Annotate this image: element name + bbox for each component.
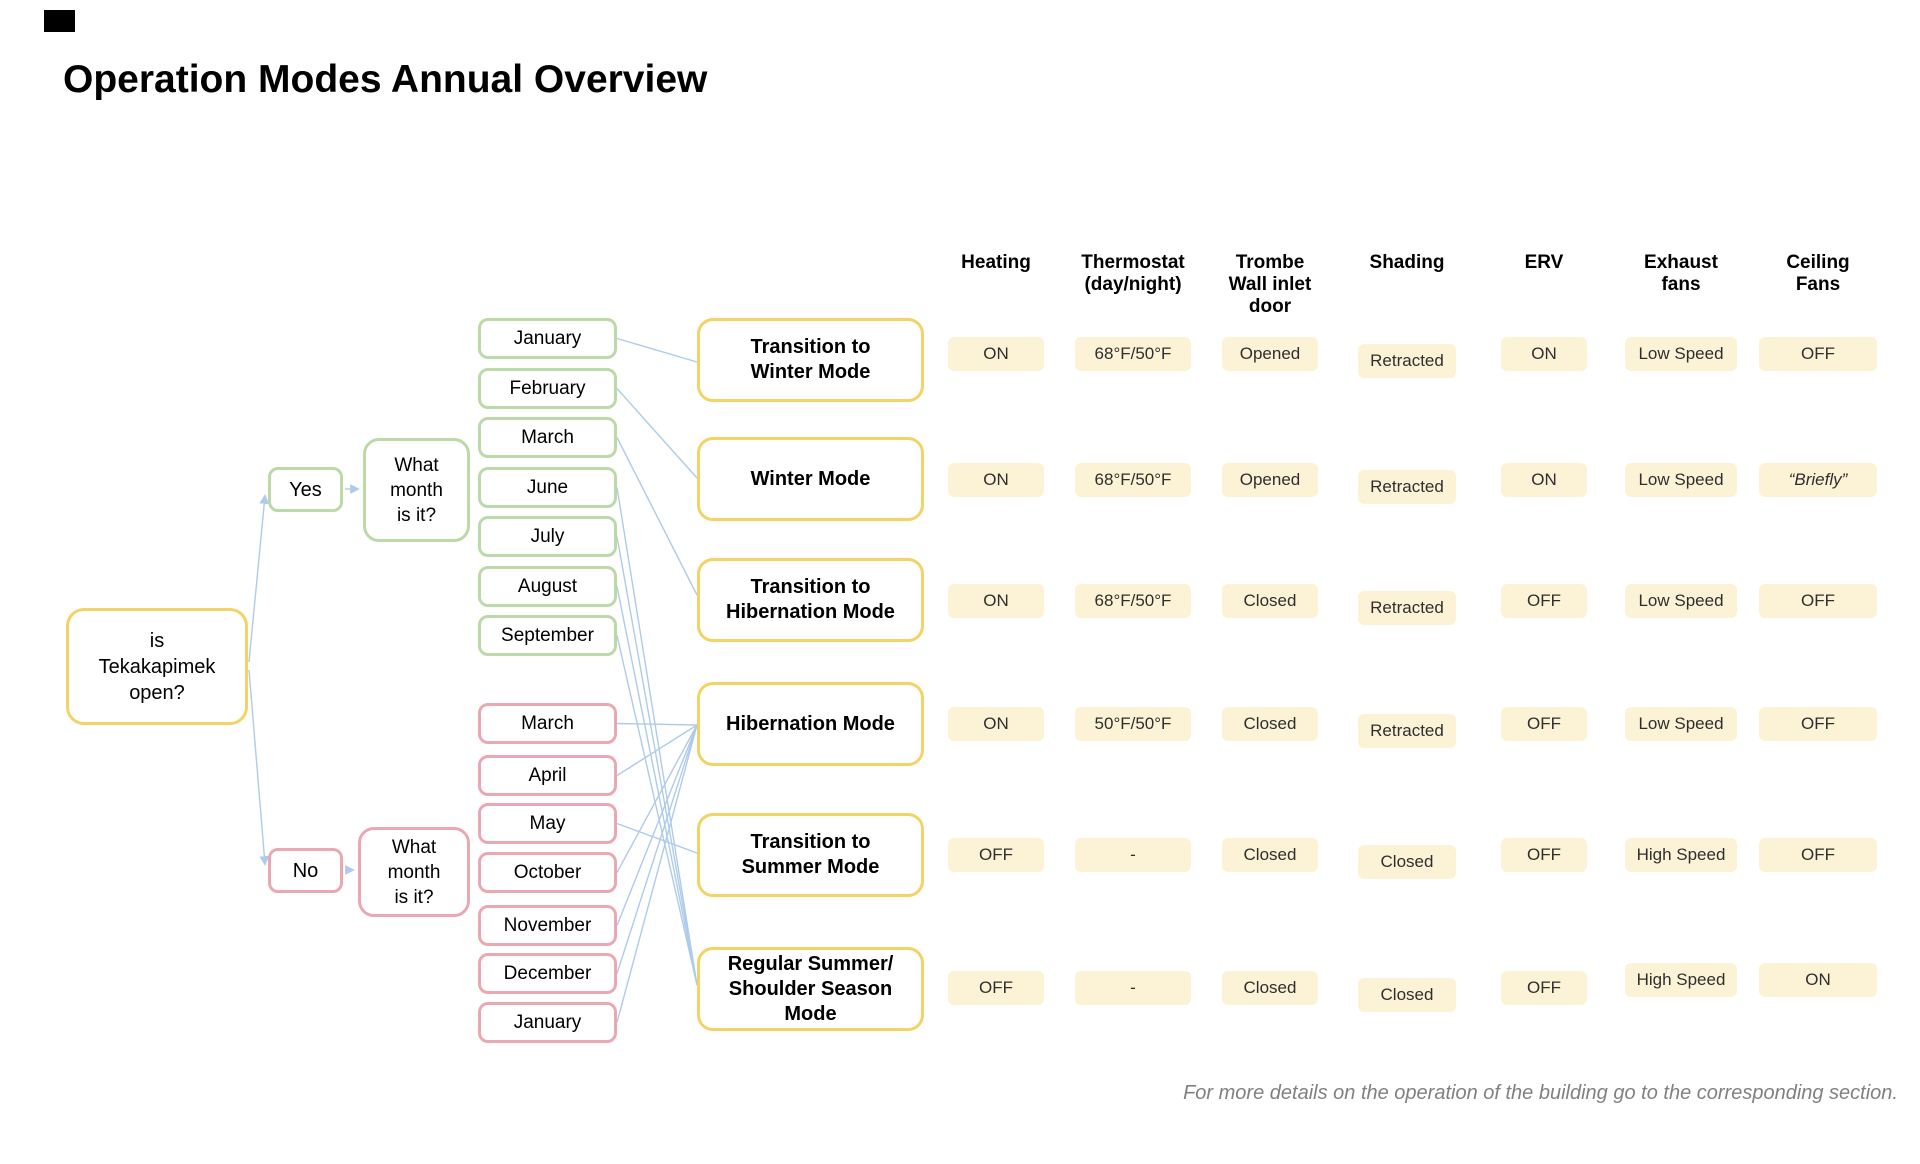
- mode-node-1: Winter Mode: [697, 437, 924, 521]
- table-cell-r5-c4: OFF: [1501, 971, 1587, 1005]
- footer-note: For more details on the operation of the…: [1183, 1082, 1898, 1104]
- month-question-closed-node: What month is it?: [358, 827, 470, 917]
- table-cell-r1-c3: Retracted: [1358, 470, 1456, 504]
- month-closed-november: November: [478, 905, 617, 946]
- table-cell-r4-c1: -: [1075, 838, 1191, 872]
- table-cell-r5-c1: -: [1075, 971, 1191, 1005]
- column-header-2: Trombe Wall inlet door: [1228, 252, 1312, 317]
- month-closed-april: April: [478, 755, 617, 796]
- month-question-open-node: What month is it?: [363, 438, 470, 542]
- table-cell-r2-c6: OFF: [1759, 584, 1877, 618]
- table-cell-r5-c3: Closed: [1358, 978, 1456, 1012]
- table-cell-r5-c6: ON: [1759, 963, 1877, 997]
- table-cell-r4-c5: High Speed: [1625, 838, 1737, 872]
- mode-node-3: Hibernation Mode: [697, 682, 924, 766]
- table-cell-r1-c1: 68°F/50°F: [1075, 463, 1191, 497]
- table-cell-r3-c0: ON: [948, 707, 1044, 741]
- table-cell-r4-c2: Closed: [1222, 838, 1318, 872]
- column-header-4: ERV: [1524, 252, 1564, 273]
- mode-node-5: Regular Summer/ Shoulder Season Mode: [697, 947, 924, 1031]
- table-cell-r4-c6: OFF: [1759, 838, 1877, 872]
- column-header-1: Thermostat (day/night): [1081, 252, 1185, 295]
- month-closed-january: January: [478, 1002, 617, 1043]
- table-cell-r5-c5: High Speed: [1625, 963, 1737, 997]
- yes-node: Yes: [268, 467, 343, 512]
- table-cell-r5-c2: Closed: [1222, 971, 1318, 1005]
- table-cell-r1-c5: Low Speed: [1625, 463, 1737, 497]
- table-cell-r4-c0: OFF: [948, 838, 1044, 872]
- table-cell-r2-c3: Retracted: [1358, 591, 1456, 625]
- month-closed-march: March: [478, 703, 617, 744]
- no-node: No: [268, 848, 343, 893]
- month-open-september: September: [478, 615, 617, 656]
- table-cell-r4-c3: Closed: [1358, 845, 1456, 879]
- table-cell-r3-c4: OFF: [1501, 707, 1587, 741]
- table-cell-r3-c6: OFF: [1759, 707, 1877, 741]
- table-cell-r1-c2: Opened: [1222, 463, 1318, 497]
- table-cell-r2-c2: Closed: [1222, 584, 1318, 618]
- table-cell-r2-c0: ON: [948, 584, 1044, 618]
- black-mark: [44, 10, 75, 32]
- table-cell-r3-c5: Low Speed: [1625, 707, 1737, 741]
- month-closed-december: December: [478, 953, 617, 994]
- table-cell-r2-c5: Low Speed: [1625, 584, 1737, 618]
- column-header-3: Shading: [1369, 252, 1445, 273]
- table-cell-r2-c4: OFF: [1501, 584, 1587, 618]
- column-header-6: Ceiling Fans: [1786, 252, 1850, 295]
- column-header-5: Exhaust fans: [1644, 252, 1718, 295]
- root-question-node: is Tekakapimek open?: [66, 608, 248, 725]
- table-cell-r3-c1: 50°F/50°F: [1075, 707, 1191, 741]
- month-open-january: January: [478, 318, 617, 359]
- table-cell-r0-c5: Low Speed: [1625, 337, 1737, 371]
- table-cell-r3-c2: Closed: [1222, 707, 1318, 741]
- table-cell-r1-c4: ON: [1501, 463, 1587, 497]
- mode-node-4: Transition to Summer Mode: [697, 813, 924, 897]
- month-open-august: August: [478, 566, 617, 607]
- table-cell-r0-c6: OFF: [1759, 337, 1877, 371]
- table-cell-r0-c3: Retracted: [1358, 344, 1456, 378]
- table-cell-r0-c2: Opened: [1222, 337, 1318, 371]
- table-cell-r3-c3: Retracted: [1358, 714, 1456, 748]
- month-closed-may: May: [478, 803, 617, 844]
- month-open-march: March: [478, 417, 617, 458]
- table-cell-r1-c0: ON: [948, 463, 1044, 497]
- table-cell-r0-c1: 68°F/50°F: [1075, 337, 1191, 371]
- table-cell-r2-c1: 68°F/50°F: [1075, 584, 1191, 618]
- table-cell-r0-c4: ON: [1501, 337, 1587, 371]
- page-title: Operation Modes Annual Overview: [63, 58, 708, 101]
- mode-node-0: Transition to Winter Mode: [697, 318, 924, 402]
- mode-node-2: Transition to Hibernation Mode: [697, 558, 924, 642]
- table-cell-r1-c6: “Briefly”: [1759, 463, 1877, 497]
- month-open-february: February: [478, 368, 617, 409]
- table-cell-r4-c4: OFF: [1501, 838, 1587, 872]
- month-open-june: June: [478, 467, 617, 508]
- month-closed-october: October: [478, 852, 617, 893]
- table-cell-r0-c0: ON: [948, 337, 1044, 371]
- table-cell-r5-c0: OFF: [948, 971, 1044, 1005]
- column-header-0: Heating: [961, 252, 1031, 273]
- month-open-july: July: [478, 516, 617, 557]
